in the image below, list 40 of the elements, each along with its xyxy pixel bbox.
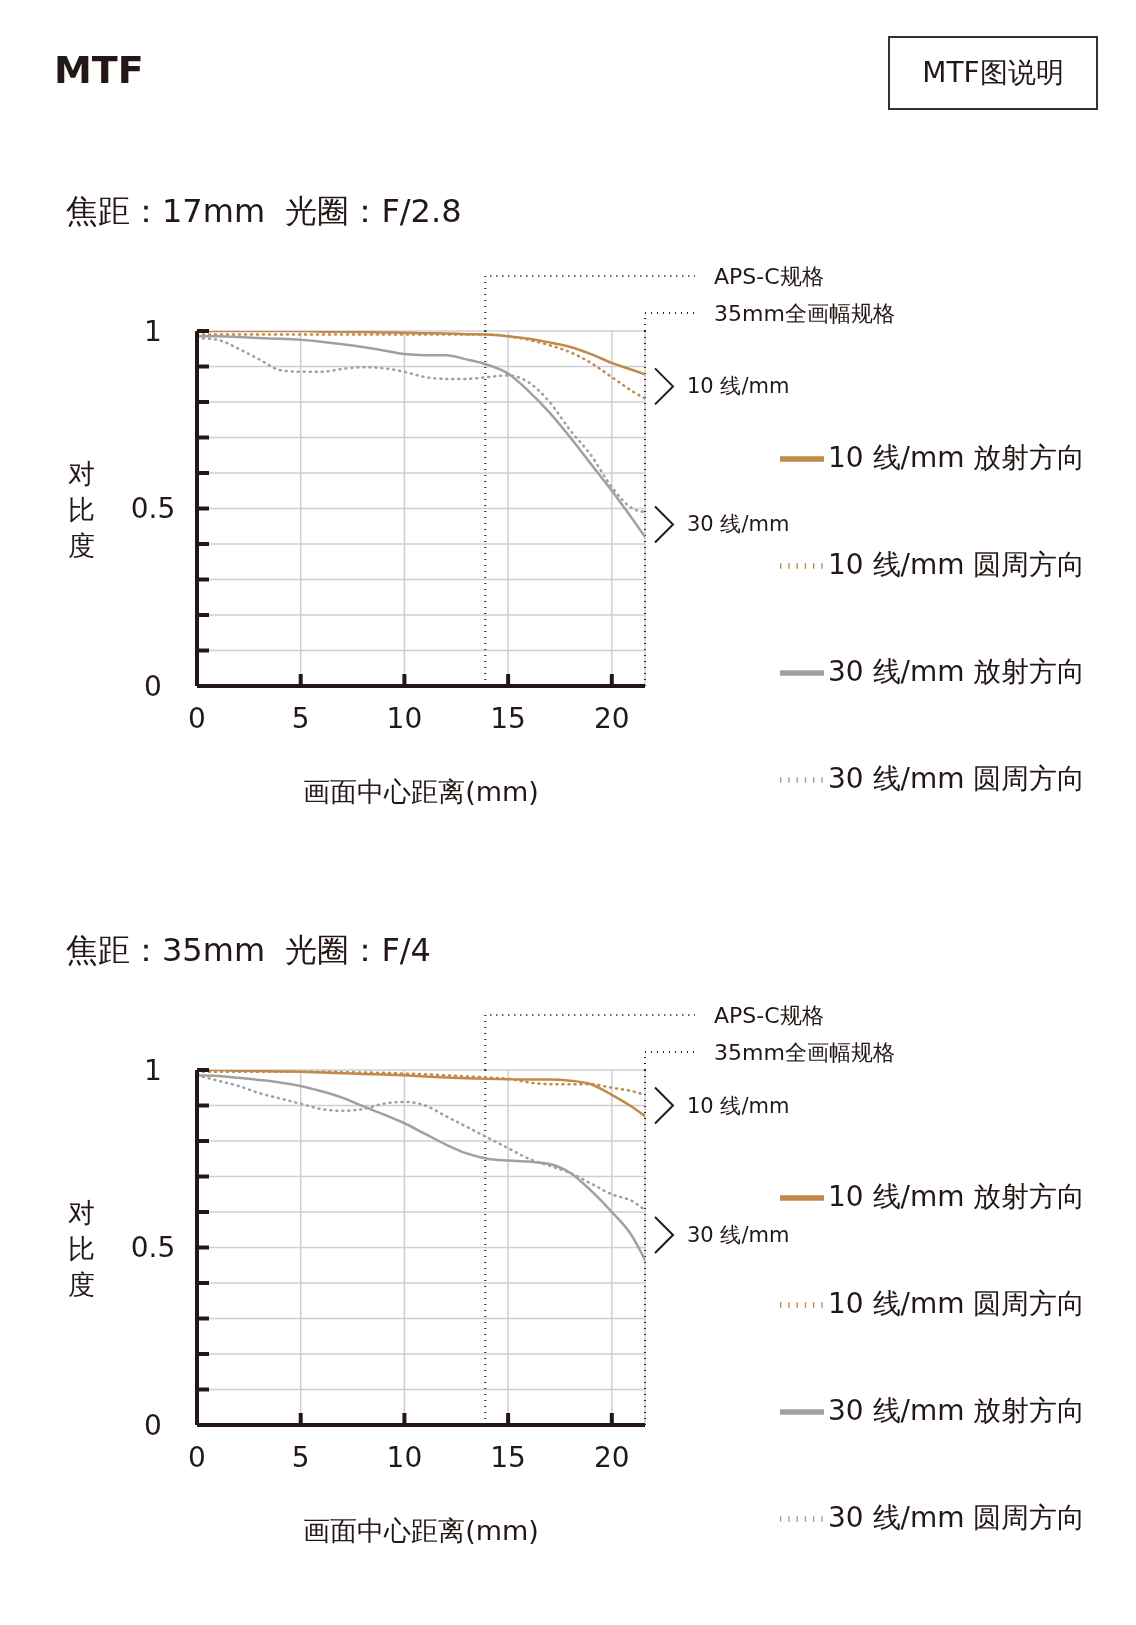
x-tick-label: 5 bbox=[291, 1440, 310, 1474]
x-tick-label: 10 bbox=[386, 701, 423, 735]
x-axis-title: 画面中心距离(mm) bbox=[302, 1514, 540, 1548]
x-tick-label: 15 bbox=[490, 1440, 526, 1474]
chart-title: MTF bbox=[54, 48, 144, 92]
y-tick-label: 0 bbox=[144, 669, 162, 703]
legend-label: 10 线/mm 放射方向 bbox=[828, 1180, 1086, 1213]
x-tick-label: 0 bbox=[188, 1440, 206, 1474]
x-tick-label: 20 bbox=[593, 701, 630, 735]
chart-subtitle: 焦距：35mm 光圈：F/4 bbox=[66, 930, 431, 971]
x-tick-label: 5 bbox=[291, 701, 310, 735]
y-tick-label: 0.5 bbox=[130, 1231, 176, 1264]
y-axis-title: 对比度 bbox=[66, 1196, 96, 1302]
chart-subtitle: 焦距：17mm 光圈：F/2.8 bbox=[66, 191, 462, 232]
text: 30 线/mm bbox=[687, 512, 790, 537]
text: 10 线/mm bbox=[687, 374, 790, 399]
x-tick-label: 15 bbox=[490, 701, 526, 735]
x-axis-title: 画面中心距离(mm) bbox=[302, 775, 540, 809]
ref-line-label: APS-C规格 bbox=[714, 1002, 824, 1028]
legend-label: 30 线/mm 放射方向 bbox=[828, 1394, 1086, 1427]
y-axis-title: 对比度 bbox=[66, 457, 96, 563]
ref-line-label: APS-C规格 bbox=[714, 263, 824, 289]
y-tick-label: 0 bbox=[144, 1408, 162, 1442]
text: 10 线/mm bbox=[687, 1093, 790, 1118]
legend-label: 10 线/mm 放射方向 bbox=[828, 441, 1086, 474]
legend-label: 30 线/mm 圆周方向 bbox=[828, 1501, 1086, 1534]
legend-label: 35mm全画幅规格 bbox=[714, 300, 895, 326]
legend-label: 35mm全画幅规格 bbox=[714, 1039, 895, 1065]
text: 30 线/mm bbox=[687, 1223, 790, 1248]
legend-label: 10 线/mm 圆周方向 bbox=[828, 548, 1086, 581]
x-tick-label: 10 bbox=[386, 1440, 423, 1474]
text: MTF图说明 bbox=[888, 36, 1098, 110]
legend-label: 10 线/mm 圆周方向 bbox=[828, 1287, 1086, 1320]
legend-label: 30 线/mm 放射方向 bbox=[828, 655, 1086, 688]
y-tick-label: 0.5 bbox=[130, 492, 176, 525]
x-tick-label: 20 bbox=[593, 1440, 630, 1474]
y-tick-label: 1 bbox=[144, 314, 162, 348]
x-tick-label: 0 bbox=[188, 701, 206, 735]
legend-label: 30 线/mm 圆周方向 bbox=[828, 762, 1086, 795]
y-tick-label: 1 bbox=[144, 1053, 162, 1087]
